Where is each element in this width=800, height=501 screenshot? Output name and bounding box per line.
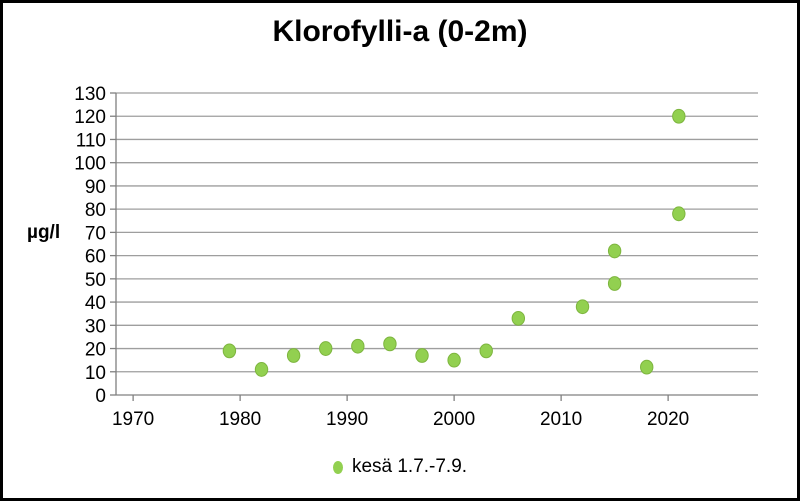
y-tick-label: 130 [74, 84, 106, 105]
y-tick-label: 40 [85, 293, 106, 314]
data-point [640, 359, 654, 375]
y-tick-label: 50 [85, 270, 106, 291]
data-point [447, 352, 461, 368]
data-point [222, 343, 237, 359]
data-point [607, 276, 622, 291]
data-point [286, 348, 301, 363]
y-tick-label: 100 [74, 154, 106, 175]
data-point [575, 299, 590, 315]
data-point [351, 338, 365, 354]
y-tick-label: 20 [85, 340, 106, 361]
x-tick-label: 2000 [433, 409, 475, 430]
data-point [479, 343, 493, 359]
x-tick-label: 1980 [219, 409, 261, 430]
x-tick-label: 2010 [540, 409, 582, 430]
y-tick-label: 30 [85, 316, 106, 337]
data-point [607, 243, 622, 259]
legend-label: kesä 1.7.-7.9. [351, 456, 468, 477]
y-tick-label: 90 [85, 177, 106, 198]
x-tick-label: 2020 [647, 409, 689, 430]
data-point [672, 206, 686, 222]
legend-marker-icon [332, 460, 343, 474]
data-point [383, 336, 397, 352]
data-point [415, 348, 429, 363]
y-tick-label: 70 [85, 223, 106, 244]
x-tick-label: 1970 [112, 409, 154, 430]
y-tick-label: 80 [85, 200, 106, 221]
data-point [319, 341, 333, 356]
legend: kesä 1.7.-7.9. [3, 456, 797, 478]
y-tick-label: 110 [76, 130, 106, 151]
data-point [672, 108, 686, 124]
y-tick-label: 60 [85, 247, 106, 268]
y-axis-unit-label: µg/l [27, 222, 61, 243]
y-tick-label: 0 [95, 386, 106, 407]
data-point [511, 310, 526, 326]
chart-title: Klorofylli-a (0-2m) [272, 15, 528, 48]
x-tick-label: 1990 [326, 409, 368, 430]
data-point [254, 362, 269, 377]
y-tick-label: 120 [74, 107, 106, 128]
y-tick-label: 10 [85, 363, 106, 384]
